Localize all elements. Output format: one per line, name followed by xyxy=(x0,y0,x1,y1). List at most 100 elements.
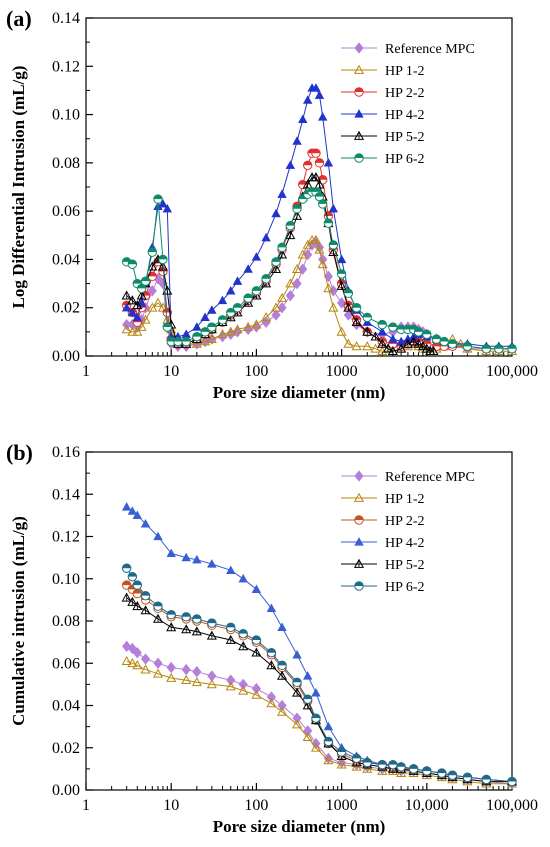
legend-item-reference-mpc: Reference MPC xyxy=(341,470,475,485)
point-hp-4-2 xyxy=(271,208,281,218)
y-tick-label: 0.04 xyxy=(52,698,80,715)
point-hp-6-2 xyxy=(462,341,473,352)
legend-item-hp-4-2: HP 4-2 xyxy=(341,536,425,551)
point-hp-6-2 xyxy=(153,194,163,204)
y-tick-label: 0.16 xyxy=(52,444,80,461)
point-reference-mpc xyxy=(140,653,151,665)
y-tick-label: 0.14 xyxy=(52,10,80,27)
point-hp-5-2 xyxy=(285,230,296,240)
point-hp-4-2 xyxy=(238,573,248,583)
point-hp-6-2 xyxy=(121,563,132,573)
x-axis: 1 10 100 1000 10,000 100,000 xyxy=(82,349,538,380)
point-hp-2-2 xyxy=(158,266,168,277)
chart-b: (b)1 10 100 1000 10,000 100,0000.000.020.040.… xyxy=(6,440,538,836)
point-hp-5-2 xyxy=(292,687,303,697)
point-hp-6-2 xyxy=(422,766,432,776)
x-tick-label: 10 xyxy=(163,797,179,814)
point-hp-1-2 xyxy=(140,314,151,324)
y-axis-title: Log Differential Intrusion (mL/g) xyxy=(9,66,28,309)
point-hp-6-2 xyxy=(377,319,387,330)
point-hp-6-2 xyxy=(437,768,447,778)
series-hp-6-2 xyxy=(121,563,517,787)
point-hp-1-2 xyxy=(310,234,322,244)
point-hp-4-2 xyxy=(285,160,296,169)
y-tick-label: 0.06 xyxy=(52,203,80,220)
y-tick-label: 0.08 xyxy=(52,613,80,630)
point-reference-mpc xyxy=(271,309,281,321)
legend-label: HP 2-2 xyxy=(385,514,425,529)
chart-a: (a)1 10 100 1000 10,000 100,0000.000.020.040.… xyxy=(6,6,538,402)
point-hp-6-2 xyxy=(136,283,147,294)
point-hp-2-2 xyxy=(302,160,313,170)
point-hp-4-2 xyxy=(251,252,262,261)
legend-item-hp-5-2: HP 5-2 xyxy=(341,130,425,145)
point-hp-5-2 xyxy=(121,290,132,300)
point-hp-4-2 xyxy=(121,302,132,312)
point-hp-1-2 xyxy=(191,677,202,687)
point-hp-4-2 xyxy=(243,264,253,273)
y-axis-title: Cumulative intrusion (mL/g) xyxy=(9,516,28,726)
point-hp-1-2 xyxy=(136,321,147,331)
point-hp-4-2 xyxy=(314,90,325,99)
point-hp-6-2 xyxy=(232,303,243,313)
point-hp-5-2 xyxy=(127,295,138,305)
point-hp-4-2 xyxy=(192,554,202,564)
point-hp-6-2 xyxy=(127,259,138,269)
point-hp-5-2 xyxy=(351,316,362,327)
legend-marker xyxy=(354,42,364,54)
point-hp-1-2 xyxy=(191,338,202,348)
point-hp-1-2 xyxy=(270,302,282,312)
point-hp-1-2 xyxy=(140,664,151,674)
point-hp-1-2 xyxy=(225,681,236,691)
series-line-hp-5-2 xyxy=(126,597,512,783)
series-line-hp-4-2 xyxy=(126,87,512,347)
y-axis: 0.00 0.02 0.04 0.06 0.08 0.10 0.12 0.14 xyxy=(52,10,93,365)
point-hp-4-2 xyxy=(311,688,321,697)
point-hp-4-2 xyxy=(140,519,151,528)
point-hp-4-2 xyxy=(317,112,328,121)
point-hp-4-2 xyxy=(336,254,347,264)
point-reference-mpc xyxy=(147,285,157,297)
x-tick-label: 100 xyxy=(244,363,268,380)
point-hp-6-2 xyxy=(431,334,442,344)
legend-label: HP 1-2 xyxy=(385,64,425,79)
legend-item-reference-mpc: Reference MPC xyxy=(341,42,475,57)
point-hp-6-2 xyxy=(351,303,362,313)
point-hp-1-2 xyxy=(121,655,132,665)
point-hp-4-2 xyxy=(121,502,132,511)
point-hp-6-2 xyxy=(140,590,151,601)
point-hp-2-2 xyxy=(317,175,328,185)
point-hp-6-2 xyxy=(153,601,163,611)
point-hp-5-2 xyxy=(238,641,249,651)
point-reference-mpc xyxy=(132,647,142,659)
point-hp-1-2 xyxy=(328,302,339,312)
legend-marker xyxy=(354,153,364,163)
point-hp-4-2 xyxy=(207,559,217,568)
point-hp-4-2 xyxy=(323,158,334,167)
point-hp-1-2 xyxy=(302,731,313,742)
point-hp-6-2 xyxy=(422,329,432,339)
legend-item-hp-2-2: HP 2-2 xyxy=(341,514,425,529)
y-tick-label: 0.04 xyxy=(52,251,80,268)
point-hp-5-2 xyxy=(166,622,177,632)
point-hp-1-2 xyxy=(362,341,373,351)
point-hp-1-2 xyxy=(238,685,249,695)
legend-label: HP 4-2 xyxy=(385,108,425,123)
point-hp-6-2 xyxy=(462,772,473,783)
point-hp-1-2 xyxy=(323,283,334,293)
point-hp-1-2 xyxy=(276,292,288,302)
point-hp-6-2 xyxy=(351,753,362,764)
point-hp-6-2 xyxy=(408,764,419,774)
y-tick-label: 0.00 xyxy=(52,782,80,799)
point-hp-1-2 xyxy=(132,326,143,336)
x-tick-label: 100 xyxy=(244,797,268,814)
point-hp-4-2 xyxy=(323,721,334,731)
point-reference-mpc xyxy=(303,725,313,737)
point-hp-6-2 xyxy=(181,336,191,347)
point-hp-1-2 xyxy=(200,336,211,346)
point-hp-6-2 xyxy=(238,628,248,639)
y-tick-label: 0.10 xyxy=(52,107,80,124)
point-hp-6-2 xyxy=(396,762,406,772)
point-reference-mpc xyxy=(285,289,295,302)
point-hp-1-2 xyxy=(261,312,272,322)
